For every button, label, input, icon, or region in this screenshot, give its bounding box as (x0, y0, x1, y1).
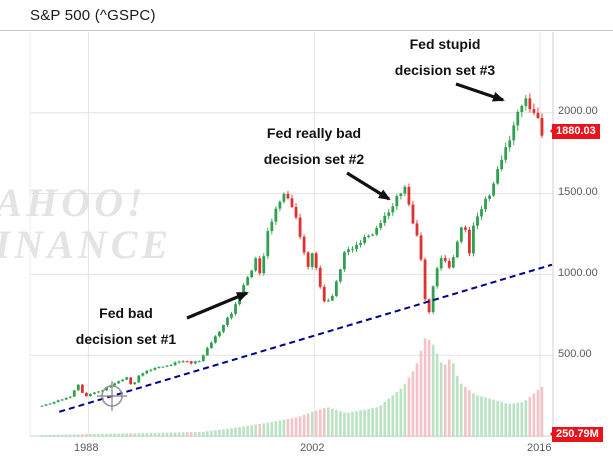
annotation-arrows (186, 82, 505, 320)
gridlines (29, 32, 554, 437)
yahoo-finance-watermark: YAHOO! FINANCE (0, 182, 172, 266)
chart-header: S&P 500 (^GSPC) (0, 0, 613, 31)
y-axis-label-500: 500.00 (558, 348, 592, 360)
x-axis-label-1988: 1988 (74, 442, 99, 454)
annotation-line: Fed bad (99, 305, 153, 321)
annotation-line: Fed stupid (409, 36, 481, 52)
annotation-fed-2: Fed really bad decision set #2 (243, 120, 385, 172)
crosshair-marker-icon (97, 381, 127, 411)
chart-title: S&P 500 (^GSPC) (30, 7, 156, 24)
volume-bars (40, 338, 544, 437)
last-price-badge: 1880.03 (550, 124, 600, 139)
annotation-line: decision set #2 (263, 151, 365, 167)
annotation-fed-3: Fed stupid decision set #3 (383, 31, 507, 83)
annotation-line: decision set #3 (394, 62, 496, 78)
x-axis-label-2016: 2016 (527, 442, 552, 454)
annotation-line: decision set #1 (75, 331, 177, 347)
y-axis-label-2000: 2000.00 (558, 105, 598, 117)
annotation-line: Fed really bad (266, 125, 362, 141)
support-trendline (59, 263, 553, 413)
y-axis-label-1000: 1000.00 (558, 267, 598, 279)
watermark-line2: FINANCE (0, 222, 173, 267)
y-axis-label-1500: 1500.00 (558, 186, 598, 198)
annotation-fed-1: Fed bad decision set #1 (52, 300, 200, 352)
watermark-line1: YAHOO! (0, 180, 147, 225)
x-axis-label-2002: 2002 (300, 442, 325, 454)
last-volume-badge: 250.79M (550, 427, 603, 442)
